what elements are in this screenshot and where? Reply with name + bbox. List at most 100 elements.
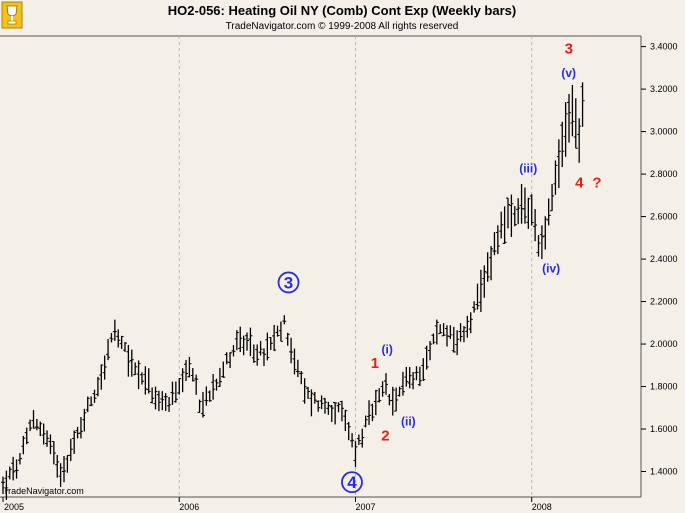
y-tick-label: 3.4000 (650, 42, 678, 52)
price-bar (48, 434, 53, 455)
price-bar (295, 359, 300, 378)
price-bar (275, 325, 280, 337)
price-bar (485, 252, 490, 282)
price-bar (248, 327, 253, 357)
price-bar (326, 401, 331, 415)
wave-label: (ii) (401, 415, 416, 429)
plot-frame (0, 35, 642, 498)
price-bar (255, 344, 260, 366)
price-bar (563, 102, 568, 157)
y-tick-label: 2.0000 (650, 339, 678, 349)
price-bar (533, 209, 538, 242)
price-bar (7, 466, 12, 480)
price-bar (516, 198, 521, 225)
price-bar (400, 371, 405, 396)
price-bar (455, 330, 460, 356)
price-bar (45, 430, 50, 447)
price-bar (543, 216, 548, 250)
chart-title: HO2-056: Heating Oil NY (Comb) Cont Exp … (168, 3, 516, 18)
grid-layer (178, 36, 533, 497)
price-bar (319, 395, 324, 410)
price-bar (85, 396, 90, 413)
price-bar (136, 360, 141, 390)
price-bar (163, 393, 168, 411)
price-bar (302, 378, 307, 404)
price-bar (404, 366, 409, 387)
price-bar (292, 348, 297, 375)
price-bar (550, 183, 555, 212)
price-bar (570, 85, 575, 137)
price-bar (177, 377, 182, 395)
price-bar (356, 434, 361, 446)
price-bar (448, 325, 453, 340)
x-tick-label: 2005 (4, 502, 24, 512)
price-bar (322, 397, 327, 414)
price-bar (28, 419, 33, 432)
wave-label: 4 (575, 175, 584, 192)
price-bar (11, 456, 16, 481)
price-bar (17, 452, 22, 465)
price-bar (228, 352, 233, 369)
price-bar (472, 301, 477, 313)
wave-label: (v) (561, 66, 576, 80)
price-bar (333, 402, 338, 425)
price-bar (258, 340, 263, 356)
price-bar (129, 349, 134, 377)
price-bar (458, 323, 463, 342)
price-bar (492, 232, 497, 256)
price-bar (214, 378, 219, 391)
x-axis: 2005 2006 2007 2008 (2, 497, 552, 512)
price-bar (282, 315, 287, 325)
price-bar (221, 361, 226, 378)
price-bar (187, 356, 192, 378)
wave-label: ? (592, 175, 601, 192)
price-bar (119, 335, 124, 349)
price-bar (522, 187, 527, 224)
price-bar (343, 409, 348, 432)
price-bar (173, 381, 178, 403)
price-bar (72, 430, 77, 454)
price-bar (62, 456, 67, 483)
price-bar (573, 98, 578, 149)
price-bar (102, 355, 107, 380)
price-bar (441, 323, 446, 337)
price-bar (238, 326, 243, 353)
price-bar (68, 438, 73, 462)
price-bar (390, 386, 395, 416)
price-bar (58, 463, 63, 487)
x-tick-label: 2008 (532, 502, 552, 512)
price-bar (261, 348, 266, 367)
y-tick-label: 2.4000 (650, 254, 678, 264)
price-bar (478, 269, 483, 312)
price-bar (380, 381, 385, 397)
y-tick-label: 1.8000 (650, 382, 678, 392)
price-bar (123, 342, 128, 352)
price-bars (1, 82, 585, 500)
price-bar (468, 312, 473, 334)
price-bar (245, 332, 250, 351)
price-bar (580, 82, 585, 127)
price-bar (234, 330, 239, 351)
y-tick-label: 1.6000 (650, 424, 678, 434)
price-bar (268, 336, 273, 350)
price-bar (353, 441, 358, 468)
price-bar (306, 386, 311, 399)
price-bar (431, 333, 436, 345)
price-bar (241, 335, 246, 356)
price-bar (194, 374, 199, 395)
price-bar (312, 391, 317, 404)
y-tick-label: 3.2000 (650, 84, 678, 94)
wave-label: 1 (371, 355, 379, 372)
price-bar (14, 459, 19, 479)
price-bar (339, 400, 344, 422)
price-bar (4, 470, 9, 500)
price-bar (160, 391, 165, 411)
price-bar (170, 381, 175, 405)
price-bar (31, 410, 36, 429)
price-bar (414, 366, 419, 381)
price-bar (211, 373, 216, 400)
price-bar (153, 386, 158, 410)
price-bar (509, 194, 514, 237)
